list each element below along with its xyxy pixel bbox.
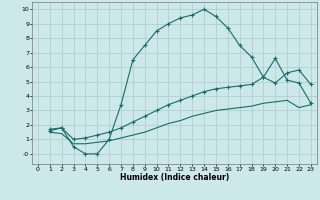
X-axis label: Humidex (Indice chaleur): Humidex (Indice chaleur)	[120, 173, 229, 182]
